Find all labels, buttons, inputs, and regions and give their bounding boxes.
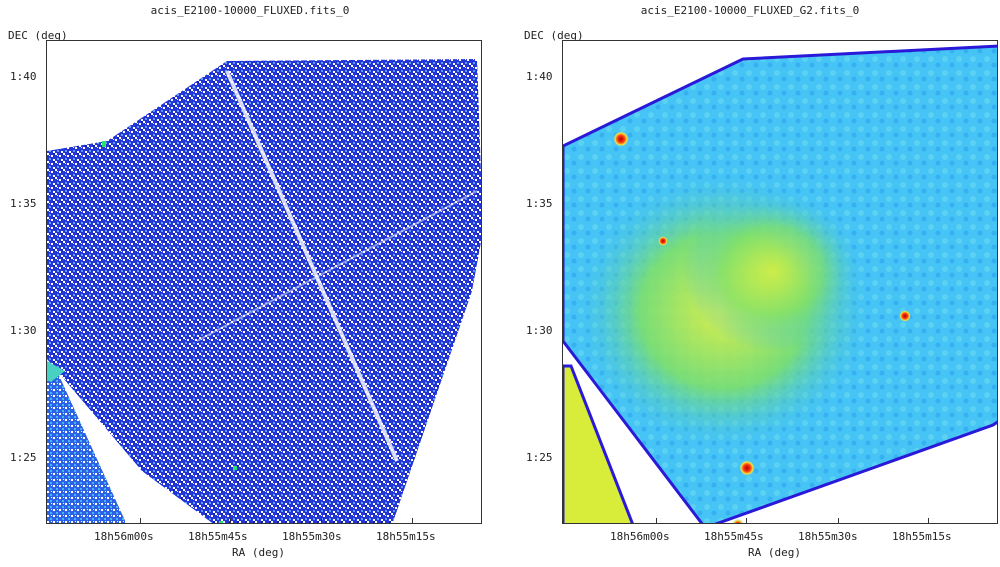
left-ytick-2: 1:35 <box>10 197 37 210</box>
left-panel: acis_E2100-10000_FLUXED.fits_0 DEC (deg)… <box>8 4 482 559</box>
left-source-marker <box>102 141 106 147</box>
right-ytick-4: 1:25 <box>526 451 553 464</box>
right-panel: acis_E2100-10000_FLUXED_G2.fits_0 DEC (d… <box>500 0 1000 567</box>
left-xtick-3: 18h55m30s <box>282 530 342 543</box>
left-xtick-1: 18h56m00s <box>94 530 154 543</box>
right-source-2 <box>739 460 755 476</box>
right-smoothed-image <box>563 44 997 523</box>
right-ytick-1: 1:40 <box>526 70 553 83</box>
right-ra-axis-label: RA (deg) <box>748 546 801 559</box>
left-image-frame[interactable] <box>46 40 482 524</box>
left-xtick-4: 18h55m15s <box>376 530 436 543</box>
right-source-3 <box>899 310 911 322</box>
right-xtick-4: 18h55m15s <box>892 530 952 543</box>
left-ytick-1: 1:40 <box>10 70 37 83</box>
left-dec-axis-label: DEC (deg) <box>8 29 68 42</box>
right-image-frame[interactable] <box>562 40 998 524</box>
right-xtick-2: 18h55m45s <box>704 530 764 543</box>
left-ytick-4: 1:25 <box>10 451 37 464</box>
right-ytick-3: 1:30 <box>526 324 553 337</box>
right-panel-title: acis_E2100-10000_FLUXED_G2.fits_0 <box>640 4 860 17</box>
left-flux-image <box>47 59 481 523</box>
right-dec-axis-label: DEC (deg) <box>524 29 584 42</box>
right-ytick-2: 1:35 <box>526 197 553 210</box>
left-panel-title: acis_E2100-10000_FLUXED.fits_0 <box>150 4 350 17</box>
left-ra-axis-label: RA (deg) <box>232 546 285 559</box>
right-xtick-3: 18h55m30s <box>798 530 858 543</box>
left-xtick-2: 18h55m45s <box>188 530 248 543</box>
right-xtick-1: 18h56m00s <box>610 530 670 543</box>
left-ytick-3: 1:30 <box>10 324 37 337</box>
right-source-1 <box>613 131 629 147</box>
